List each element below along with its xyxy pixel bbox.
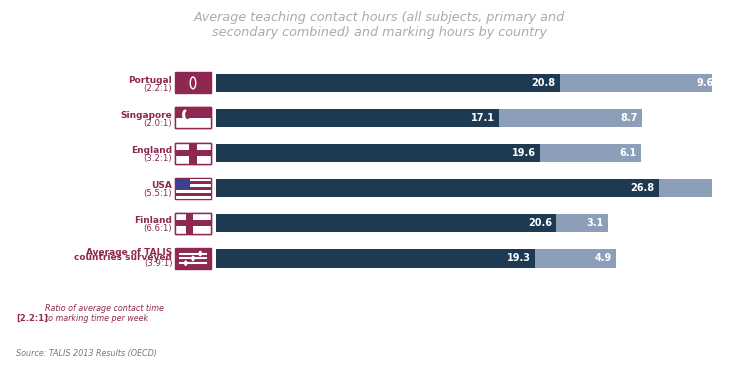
Text: 4.9: 4.9 xyxy=(718,183,730,193)
Text: Average of TALIS: Average of TALIS xyxy=(86,247,172,257)
Bar xyxy=(174,213,211,234)
Bar xyxy=(216,109,499,127)
Bar xyxy=(174,178,211,199)
Bar xyxy=(659,179,730,197)
Bar xyxy=(216,74,560,92)
Text: Finland: Finland xyxy=(134,216,172,225)
Bar xyxy=(174,143,211,164)
Text: 3.1: 3.1 xyxy=(586,218,604,228)
Bar xyxy=(174,108,211,128)
Text: England: England xyxy=(131,146,172,155)
Circle shape xyxy=(192,256,194,261)
Text: 17.1: 17.1 xyxy=(471,113,494,123)
Bar xyxy=(174,150,211,156)
Bar xyxy=(174,108,211,128)
Bar xyxy=(556,214,607,233)
Text: 19.3: 19.3 xyxy=(507,253,531,264)
Bar xyxy=(174,118,211,128)
Bar xyxy=(216,144,540,162)
Circle shape xyxy=(186,111,189,118)
Bar xyxy=(174,184,211,187)
Text: Source: TALIS 2013 Results (OECD): Source: TALIS 2013 Results (OECD) xyxy=(16,349,157,358)
Text: 26.8: 26.8 xyxy=(631,183,655,193)
Bar xyxy=(540,144,641,162)
Text: Singapore: Singapore xyxy=(120,111,172,120)
Bar xyxy=(535,249,616,268)
Bar xyxy=(216,249,535,268)
Bar xyxy=(174,72,211,93)
Bar xyxy=(499,109,642,127)
Bar xyxy=(174,193,211,196)
Bar xyxy=(174,187,211,190)
Bar xyxy=(174,181,211,184)
Text: (2.2:1): (2.2:1) xyxy=(144,84,172,93)
Circle shape xyxy=(185,261,187,265)
Text: Portugal: Portugal xyxy=(128,76,172,85)
Bar xyxy=(174,178,211,181)
Bar xyxy=(174,213,211,234)
Circle shape xyxy=(199,251,201,256)
Bar xyxy=(174,143,211,164)
Text: 6.1: 6.1 xyxy=(619,148,637,158)
Text: USA: USA xyxy=(151,181,172,190)
Text: 19.6: 19.6 xyxy=(512,148,536,158)
Bar xyxy=(174,190,211,193)
Text: (2.0:1): (2.0:1) xyxy=(144,119,172,128)
Text: Ratio of average contact time
to marking time per week: Ratio of average contact time to marking… xyxy=(45,304,164,323)
Bar xyxy=(185,213,193,234)
Bar xyxy=(174,178,190,189)
Text: 4.9: 4.9 xyxy=(594,253,612,264)
Text: (6.6:1): (6.6:1) xyxy=(144,224,172,233)
Bar xyxy=(216,214,556,233)
Text: 8.7: 8.7 xyxy=(620,113,638,123)
Text: countries surveyed: countries surveyed xyxy=(74,253,172,262)
Text: (3.9:1): (3.9:1) xyxy=(144,260,172,269)
Text: 9.6: 9.6 xyxy=(697,78,714,88)
Bar xyxy=(174,178,211,199)
Bar xyxy=(174,220,211,226)
Circle shape xyxy=(182,110,187,119)
Bar xyxy=(174,248,211,269)
Text: [2.2:1]: [2.2:1] xyxy=(16,314,48,323)
Bar xyxy=(216,179,659,197)
Bar xyxy=(174,196,211,199)
Text: (3.2:1): (3.2:1) xyxy=(144,154,172,163)
Bar xyxy=(560,74,718,92)
Text: 20.6: 20.6 xyxy=(529,218,553,228)
Text: (5.5:1): (5.5:1) xyxy=(144,189,172,198)
Text: Average teaching contact hours (all subjects, primary and
secondary combined) an: Average teaching contact hours (all subj… xyxy=(194,11,565,39)
Bar xyxy=(189,143,196,164)
Text: 20.8: 20.8 xyxy=(531,78,556,88)
